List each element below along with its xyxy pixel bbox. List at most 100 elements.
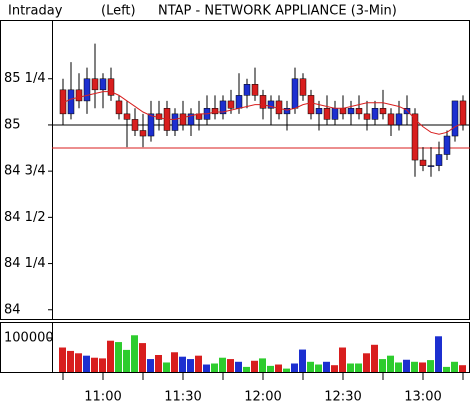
volume-bar xyxy=(259,358,266,372)
volume-bar xyxy=(403,359,410,372)
volume-bar xyxy=(395,362,402,372)
candle-body xyxy=(283,108,291,115)
volume-bar xyxy=(83,355,90,372)
candle-body xyxy=(83,78,91,102)
candle-body xyxy=(91,78,99,91)
candle-body xyxy=(123,113,131,120)
candle-body xyxy=(427,165,435,167)
volume-bar xyxy=(435,336,442,372)
candle-body xyxy=(147,113,155,137)
volume-bar xyxy=(419,362,426,372)
volume-bar xyxy=(427,360,434,372)
candle-body xyxy=(355,108,363,115)
candle-body xyxy=(179,113,187,126)
candle-body xyxy=(459,100,467,126)
volume-bar xyxy=(227,359,234,372)
x-tick-label: 13:00 xyxy=(404,390,441,405)
candle-body xyxy=(387,113,395,126)
volume-bar xyxy=(123,349,130,372)
volume-bar xyxy=(203,364,210,372)
volume-bar xyxy=(323,361,330,372)
volume-bar xyxy=(163,362,170,372)
volume-bar xyxy=(315,364,322,372)
candle-body xyxy=(75,89,83,102)
volume-bar xyxy=(211,363,218,372)
volume-bar xyxy=(299,349,306,372)
candle-body xyxy=(411,113,419,161)
volume-bar xyxy=(99,358,106,372)
volume-bar xyxy=(187,359,194,372)
volume-bar xyxy=(91,357,98,372)
volume-bar xyxy=(251,360,258,372)
volume-bar xyxy=(107,340,114,372)
candle-body xyxy=(307,95,315,115)
y-tick-label: 84 xyxy=(4,302,21,317)
candle-body xyxy=(259,95,267,109)
panel-label: Intraday xyxy=(8,4,63,19)
candle-body xyxy=(219,100,227,115)
candle-body xyxy=(451,100,459,137)
axis-side: (Left) xyxy=(101,4,136,19)
volume-bar xyxy=(219,357,226,372)
candle-body xyxy=(299,78,307,96)
candle-body xyxy=(443,135,451,155)
y-tick-label: 84 1/2 xyxy=(4,210,46,225)
volume-bar xyxy=(291,363,298,372)
candle-body xyxy=(291,78,299,109)
candle-body xyxy=(139,130,147,137)
volume-bar xyxy=(451,361,458,372)
volume-bar xyxy=(147,359,154,372)
candle-body xyxy=(67,89,75,115)
volume-bar xyxy=(59,347,66,372)
candle-body xyxy=(267,100,275,109)
candle-body xyxy=(251,84,259,96)
candle-body xyxy=(171,113,179,131)
y-tick-label: 84 3/4 xyxy=(4,164,46,179)
volume-bar xyxy=(443,366,450,372)
candle-body xyxy=(211,108,219,115)
volume-bar xyxy=(283,368,290,372)
y-tick-label: 85 xyxy=(4,117,21,132)
candle-body xyxy=(435,154,443,166)
candle-body xyxy=(331,108,339,120)
candle-body xyxy=(115,100,123,115)
volume-bar xyxy=(347,363,354,372)
volume-bar xyxy=(459,365,466,372)
volume-bar xyxy=(307,361,314,372)
candle-body xyxy=(403,108,411,115)
x-tick-label: 12:00 xyxy=(244,390,281,405)
volume-bar xyxy=(339,347,346,372)
x-tick-label: 11:00 xyxy=(84,390,121,405)
candle-body xyxy=(187,113,195,126)
volume-bar xyxy=(411,361,418,372)
x-tick-label: 11:30 xyxy=(164,390,201,405)
y-tick-label: 85 1/4 xyxy=(4,71,46,86)
volume-bar xyxy=(379,359,386,372)
volume-bar xyxy=(75,353,82,372)
candle-body xyxy=(347,108,355,115)
candle-body xyxy=(235,95,243,109)
candle-body xyxy=(243,84,251,96)
chart-title: NTAP - NETWORK APPLIANCE (3-Min) xyxy=(158,4,397,19)
volume-bar xyxy=(195,355,202,372)
candle-body xyxy=(131,119,139,131)
volume-bar xyxy=(371,344,378,372)
volume-bar xyxy=(243,366,250,372)
volume-bar xyxy=(331,365,338,372)
volume-bar xyxy=(155,354,162,372)
volume-bar xyxy=(131,335,138,372)
candle-body xyxy=(395,113,403,126)
candle-body xyxy=(323,108,331,120)
volume-bar xyxy=(179,356,186,372)
volume-bar xyxy=(115,342,122,372)
volume-bar xyxy=(139,343,146,372)
y-tick-label: 84 1/4 xyxy=(4,256,46,271)
volume-bar xyxy=(275,364,282,372)
y-tick-label: 100000 xyxy=(4,330,54,345)
candle-body xyxy=(107,78,115,96)
moving-average xyxy=(62,91,464,135)
volume-bar xyxy=(171,352,178,372)
candle-body xyxy=(99,78,107,91)
